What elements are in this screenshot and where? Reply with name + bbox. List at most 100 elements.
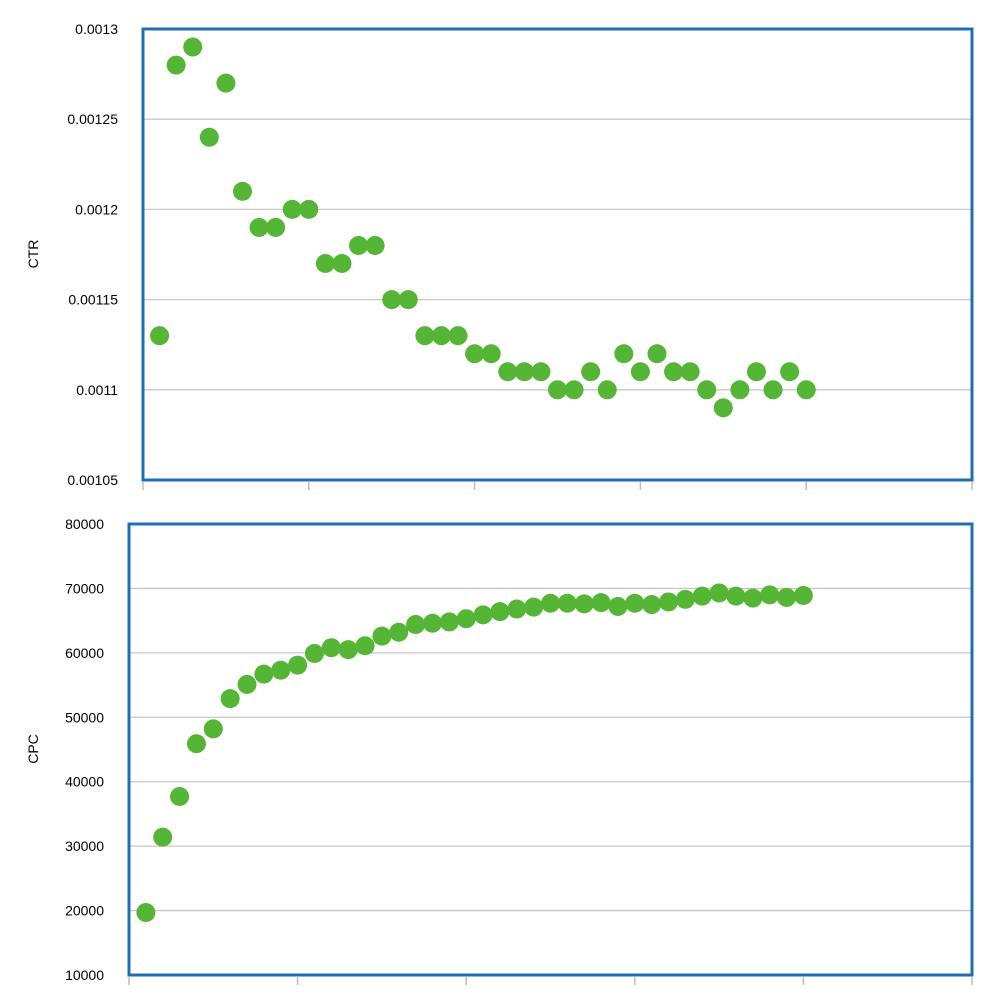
ctr-data-point [680,362,700,382]
ctr-data-point [713,398,733,418]
ctr-data-point [232,181,252,201]
cpc-data-point [574,594,594,614]
cpc-data-point [153,827,173,847]
cpc-data-point [524,597,544,617]
ctr-data-point [697,380,717,400]
ctr-data-point [664,362,684,382]
cpc-x-axis [128,977,973,985]
ctr-data-point [597,380,617,400]
ctr-data-point [282,199,302,219]
ctr-data-point [730,380,750,400]
cpc-y-axis: 10000 20000 30000 40000 50000 60000 70000 80000 [65,516,104,983]
ctr-y-tick-label: 0.00105 [67,472,118,488]
ctr-data-point [796,380,816,400]
ctr-grid [143,28,972,481]
cpc-data-point [557,593,577,613]
cpc-data-point [675,589,695,609]
ctr-data-point [630,362,650,382]
cpc-y-tick-label: 80000 [65,516,104,532]
cpc-data-point [170,787,190,807]
cpc-data-point [507,599,527,619]
cpc-data-point [338,640,358,660]
cpc-data-point [625,593,645,613]
cpc-data-point [422,613,442,633]
ctr-y-tick-label: 0.0012 [75,201,118,217]
cpc-chart: 10000 20000 30000 40000 50000 60000 70000 80000… [25,516,974,985]
cpc-grid [129,523,972,976]
cpc-data-point [726,586,746,606]
cpc-data-point [692,586,712,606]
cpc-data-point [186,734,206,754]
ctr-data-point [216,73,236,93]
ctr-y-tick-label: 0.0011 [76,382,118,398]
cpc-y-tick-label: 30000 [65,838,104,854]
ctr-data-point [531,362,551,382]
ctr-data-point [249,217,269,237]
cpc-points [136,583,813,923]
ctr-y-tick-label: 0.0013 [75,21,118,37]
ctr-data-point [514,362,534,382]
cpc-data-point [659,592,679,612]
ctr-data-point [382,290,402,310]
cpc-data-point [237,674,257,694]
cpc-data-point [271,660,291,680]
cpc-data-point [608,596,628,616]
ctr-y-axis-title: CTR [25,240,41,269]
ctr-data-point [465,344,485,364]
cpc-data-point [203,719,223,739]
cpc-data-point [254,664,274,684]
ctr-data-point [398,290,418,310]
cpc-data-point [743,588,763,608]
cpc-y-tick-label: 10000 [65,967,104,983]
ctr-data-point [647,344,667,364]
ctr-data-point [315,254,335,274]
ctr-plot-frame [141,27,974,482]
cpc-y-tick-label: 40000 [65,774,104,790]
ctr-data-point [614,344,634,364]
cpc-data-point [591,593,611,613]
cpc-data-point [642,595,662,615]
ctr-data-point [365,235,385,255]
cpc-y-tick-label: 60000 [65,645,104,661]
cpc-data-point [777,587,797,607]
ctr-data-point [199,127,219,147]
cpc-data-point [439,612,459,632]
ctr-data-point [166,55,186,75]
ctr-data-point [564,380,584,400]
ctr-data-point [481,344,501,364]
ctr-data-point [548,380,567,400]
ctr-data-point [431,326,451,346]
ctr-x-axis [142,482,973,490]
cpc-data-point [541,593,560,613]
cpc-data-point [355,636,375,656]
cpc-data-point [709,583,729,603]
cpc-data-point [389,622,409,642]
cpc-y-tick-label: 50000 [65,709,104,725]
cpc-data-point [406,615,426,635]
cpc-data-point [473,605,493,625]
cpc-y-tick-label: 70000 [65,580,104,596]
cpc-y-tick-label: 20000 [65,903,104,919]
ctr-data-point [332,254,352,274]
cpc-data-point [490,602,510,622]
ctr-data-point [581,362,601,382]
ctr-data-point [763,380,783,400]
ctr-data-point [266,217,286,237]
ctr-y-axis: 0.00105 0.0011 0.00115 0.0012 0.00125 0.0013 [67,21,118,488]
ctr-data-point [349,235,369,255]
ctr-y-tick-label: 0.00125 [67,111,118,127]
cpc-data-point [304,644,324,664]
ctr-data-point [448,326,468,346]
cpc-plot-frame [127,522,974,977]
ctr-chart: 0.001050.00110.001150.00120.001250.0013 … [25,21,974,490]
cpc-y-axis-title: CPC [25,734,41,764]
ctr-y-tick-label: 0.00115 [68,292,118,308]
cpc-data-point [288,655,308,675]
cpc-data-point [220,689,240,709]
ctr-data-point [498,362,518,382]
cpc-data-point [456,609,476,629]
ctr-data-point [780,362,800,382]
ctr-data-point [746,362,766,382]
ctr-data-point [415,326,435,346]
